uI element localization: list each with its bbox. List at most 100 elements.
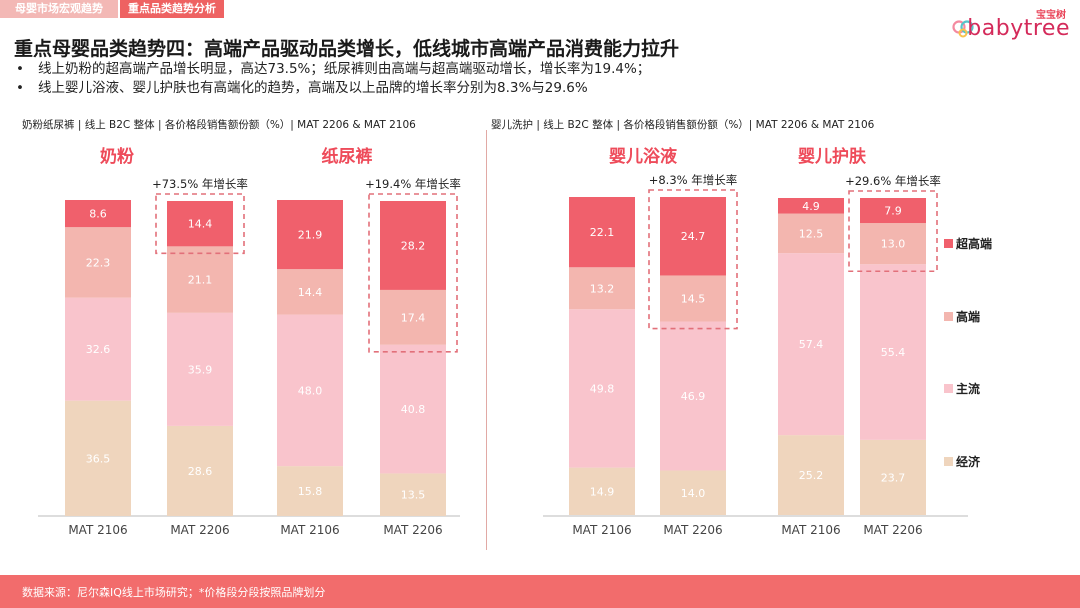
bar-segment-premium (860, 223, 926, 265)
legend-swatch-premium (944, 312, 953, 321)
bar-segment-premium (380, 289, 446, 345)
data-label: 15.8 (298, 485, 323, 498)
bar-segment-economy (167, 425, 233, 516)
legend-swatch-economy (944, 457, 953, 466)
data-label: 35.9 (188, 363, 213, 376)
data-label: 7.9 (884, 205, 902, 218)
data-label: 28.2 (401, 239, 426, 252)
data-label: 4.9 (802, 200, 820, 213)
data-label: 40.8 (401, 403, 426, 416)
bar-segment-premium (65, 227, 131, 298)
bar-segment-premium (569, 267, 635, 310)
group-title: 婴儿护肤 (798, 146, 867, 167)
growth-annotation: +8.3% 年增长率 (649, 173, 738, 187)
stacked-bar-chart: 奶粉 36.5 32.6 22.3 8.6 MAT 2106 28.6 35.9 21.1 14.… (38, 146, 992, 537)
data-label: 14.5 (681, 292, 706, 305)
bar-segment-economy (277, 466, 343, 516)
data-label: 32.6 (86, 343, 111, 356)
data-label: 24.7 (681, 230, 706, 243)
bar-segment-super-premium (380, 201, 446, 290)
babytree-logo: 宝宝树 babytree (946, 6, 1074, 41)
data-label: 46.9 (681, 390, 706, 403)
top-nav: 母婴市场宏观趋势 重点品类趋势分析 (0, 0, 1080, 20)
bar-segment-mainstream (277, 314, 343, 467)
panel-note-right: 婴儿洗护 | 线上 B2C 整体 | 各价格段销售额份额（%）| MAT 220… (491, 119, 875, 131)
data-label: 25.2 (799, 469, 824, 482)
logo-chinese-text: 宝宝树 (1036, 10, 1066, 21)
data-label: 14.4 (298, 286, 323, 299)
data-label: 22.1 (590, 226, 615, 239)
data-label: 28.6 (188, 465, 213, 478)
growth-annotation: +29.6% 年增长率 (845, 174, 941, 188)
bullet-text: 线上奶粉的超高端产品增长明显，高达73.5%；纸尿裤则由高端与超高端驱动增长，增… (38, 61, 651, 77)
bar-segment-mainstream (65, 297, 131, 401)
group-title: 奶粉 (100, 146, 134, 167)
panel-divider (486, 130, 487, 550)
bar-segment-economy (778, 435, 844, 515)
legend-label-super-premium: 超高端 (955, 236, 992, 251)
data-label: 48.0 (298, 384, 323, 397)
bullet-marker: • (16, 61, 24, 77)
data-label: 23.7 (881, 471, 906, 484)
tab-market-macro-trend[interactable]: 母婴市场宏观趋势 (0, 0, 118, 18)
bar-segment-super-premium (860, 198, 926, 224)
growth-annotation: +19.4% 年增长率 (365, 177, 461, 191)
bar-segment-mainstream (778, 253, 844, 436)
data-label: 12.5 (799, 227, 824, 240)
bar-segment-super-premium (277, 200, 343, 270)
legend-swatch-super-premium (944, 239, 953, 248)
data-label: 57.4 (799, 338, 824, 351)
data-label: 13.0 (881, 238, 906, 251)
bar-segment-economy (569, 467, 635, 515)
bullet-marker: • (16, 80, 24, 96)
bar-segment-super-premium (65, 200, 131, 228)
data-label: 36.5 (86, 452, 111, 465)
growth-annotation: +73.5% 年增长率 (152, 177, 248, 191)
data-label: 13.5 (401, 489, 426, 502)
x-tick-label: MAT 2106 (572, 523, 631, 537)
group-title: 婴儿浴液 (609, 146, 677, 167)
x-tick-label: MAT 2106 (68, 523, 127, 537)
bar-segment-economy (65, 400, 131, 516)
x-tick-label: MAT 2206 (863, 523, 922, 537)
x-tick-label: MAT 2106 (781, 523, 840, 537)
data-source-note: 数据来源：尼尔森IQ线上市场研究；*价格段分段按照品牌划分 (22, 586, 326, 599)
bar-segment-mainstream (569, 309, 635, 468)
logo-english-text: babytree (967, 16, 1070, 41)
highlight-box (368, 193, 458, 353)
legend-label-premium: 高端 (956, 309, 980, 324)
bar-segment-mainstream (380, 344, 446, 474)
bar-segment-super-premium (569, 197, 635, 268)
bar-segment-mainstream (660, 321, 726, 471)
data-label: 14.9 (590, 485, 615, 498)
footer-bar: 数据来源：尼尔森IQ线上市场研究；*价格段分段按照品牌划分 (0, 575, 1080, 608)
data-label: 13.2 (590, 282, 615, 295)
summary-bullets: • 线上奶粉的超高端产品增长明显，高达73.5%；纸尿裤则由高端与超高端驱动增长，… (16, 60, 650, 98)
highlight-box (155, 193, 245, 255)
bar-segment-economy (660, 470, 726, 515)
bar-segment-super-premium (167, 201, 233, 247)
x-tick-label: MAT 2206 (383, 523, 442, 537)
x-tick-label: MAT 2206 (663, 523, 722, 537)
bar-segment-premium (778, 213, 844, 254)
bar-segment-premium (167, 246, 233, 313)
data-label: 14.4 (188, 218, 213, 231)
data-label: 14.0 (681, 487, 706, 500)
bar-segment-mainstream (167, 312, 233, 426)
data-label: 22.3 (86, 256, 111, 269)
bar-segment-super-premium (778, 198, 844, 214)
bullet-item: • 线上婴儿浴液、婴儿护肤也有高端化的趋势，高端及以上品牌的增长率分别为8.3%与… (16, 79, 650, 98)
data-label: 17.4 (401, 311, 426, 324)
panel-note-left: 奶粉纸尿裤 | 线上 B2C 整体 | 各价格段销售额份额（%）| MAT 22… (22, 119, 416, 131)
data-label: 8.6 (89, 208, 107, 221)
bullet-text: 线上婴儿浴液、婴儿护肤也有高端化的趋势，高端及以上品牌的增长率分别为8.3%与2… (38, 80, 588, 96)
tab-key-category-trend[interactable]: 重点品类趋势分析 (120, 0, 224, 18)
highlight-box (648, 189, 738, 330)
data-label: 55.4 (881, 346, 906, 359)
data-label: 21.9 (298, 229, 323, 242)
bar-segment-premium (277, 269, 343, 315)
bar-segment-super-premium (660, 197, 726, 276)
bullet-item: • 线上奶粉的超高端产品增长明显，高达73.5%；纸尿裤则由高端与超高端驱动增长，… (16, 60, 650, 79)
x-tick-label: MAT 2106 (280, 523, 339, 537)
legend-label-mainstream: 主流 (956, 381, 980, 396)
